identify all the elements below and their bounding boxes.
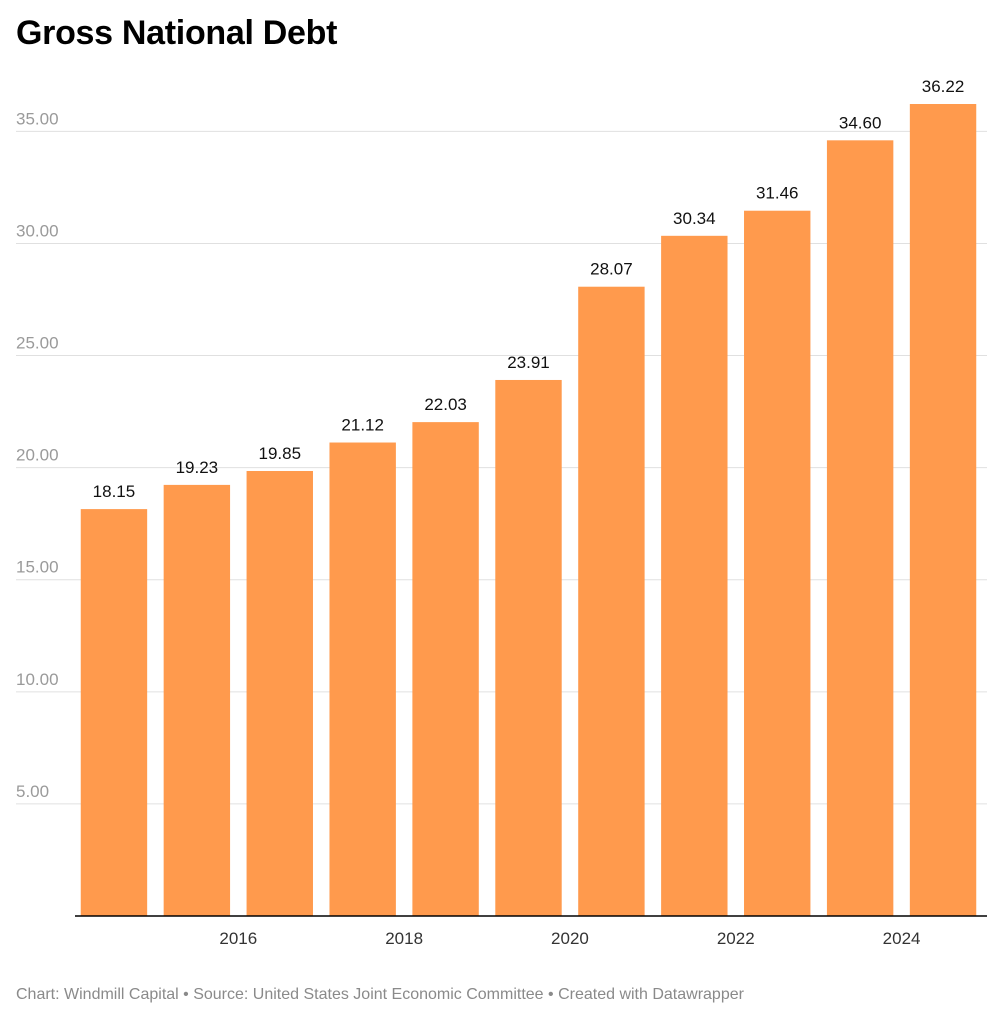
value-labels: 18.15 19.23 19.85 21.12 22.03 23.91 28.07 30.34… [93, 77, 965, 501]
x-tick-label: 2016 [219, 929, 257, 948]
bar [80, 509, 148, 916]
y-tick-label: 20.00 [16, 446, 59, 465]
value-label: 31.46 [756, 184, 799, 203]
gridlines: 5.00 10.00 15.00 20.00 25.00 30.00 35.00 [16, 109, 987, 805]
y-tick-label: 15.00 [16, 558, 59, 577]
y-tick-label: 30.00 [16, 221, 59, 240]
bar [163, 484, 231, 916]
bars [80, 104, 977, 917]
x-tick-label: 2024 [883, 929, 921, 948]
value-label: 23.91 [507, 353, 550, 372]
x-tick-label: 2022 [717, 929, 755, 948]
bar-chart: 5.00 10.00 15.00 20.00 25.00 30.00 35.00 18.15… [16, 77, 987, 948]
bar [495, 379, 562, 916]
bar [412, 422, 479, 916]
y-tick-label: 10.00 [16, 670, 59, 689]
bar [329, 442, 396, 916]
bar [661, 235, 728, 916]
value-label: 30.34 [673, 209, 716, 228]
chart-footer: Chart: Windmill Capital • Source: United… [16, 986, 744, 1003]
value-label: 36.22 [922, 77, 965, 96]
bar [246, 470, 313, 916]
bar [909, 104, 977, 916]
bar [744, 210, 811, 917]
x-tick-label: 2018 [385, 929, 423, 948]
y-tick-label: 35.00 [16, 109, 59, 128]
value-label: 34.60 [839, 113, 882, 132]
x-tick-label: 2020 [551, 929, 589, 948]
bar [826, 140, 894, 916]
y-tick-label: 5.00 [16, 782, 49, 801]
value-label: 28.07 [590, 260, 633, 279]
bar [578, 286, 645, 917]
chart-title: Gross National Debt [16, 14, 338, 52]
value-label: 19.23 [176, 458, 219, 477]
value-label: 19.85 [258, 444, 301, 463]
value-label: 18.15 [93, 482, 136, 501]
value-label: 21.12 [341, 416, 384, 435]
value-label: 22.03 [424, 395, 467, 414]
y-tick-label: 25.00 [16, 334, 59, 353]
axes: 2016 2018 2020 2022 2024 [75, 915, 987, 948]
